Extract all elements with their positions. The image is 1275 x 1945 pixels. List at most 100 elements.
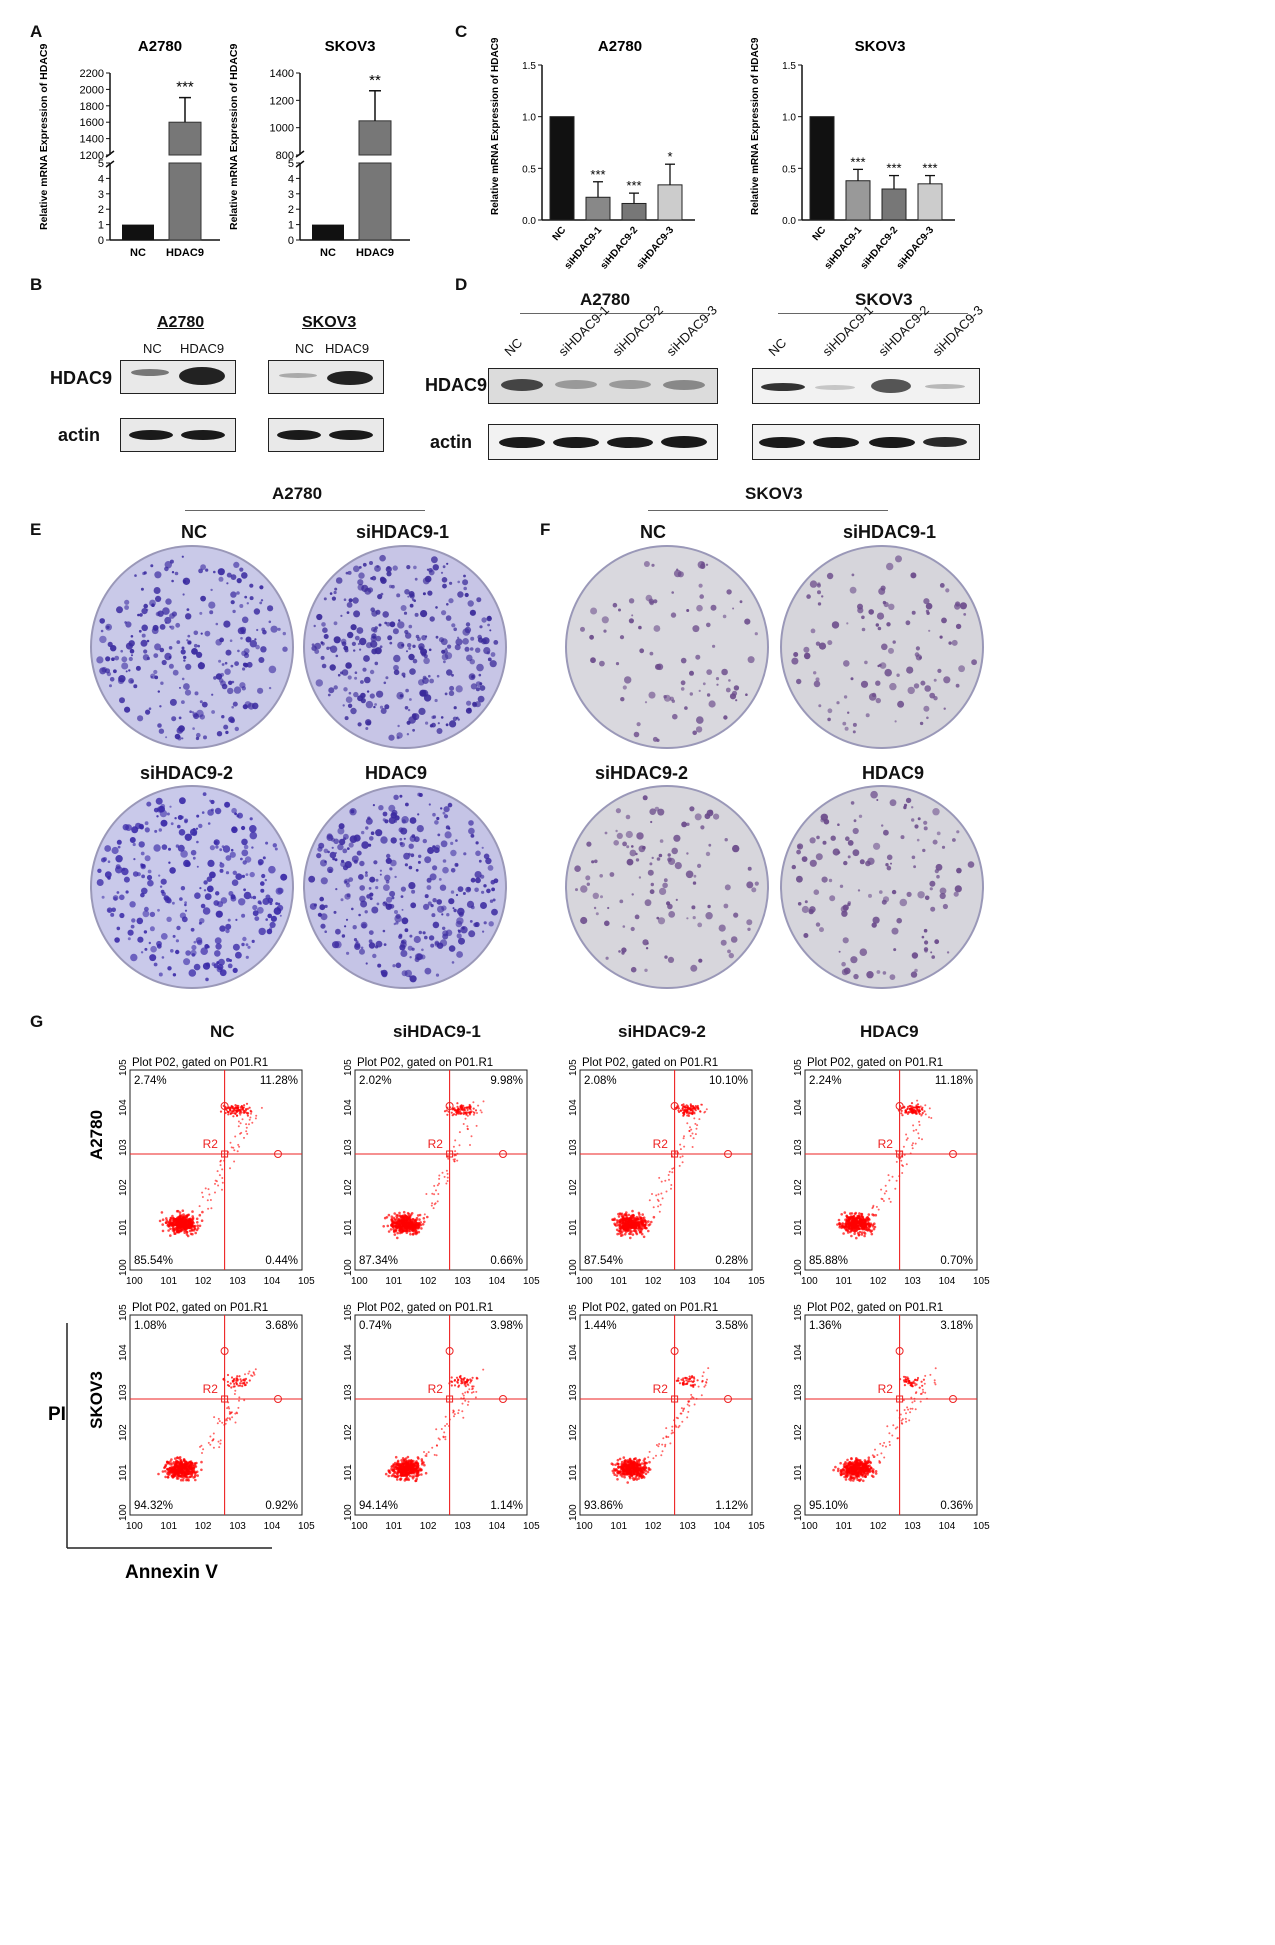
colony xyxy=(106,907,113,913)
event xyxy=(260,1106,263,1109)
colony xyxy=(329,851,337,859)
colony xyxy=(906,891,912,898)
colony xyxy=(383,884,390,891)
y-tick-label: 102 xyxy=(343,1179,354,1196)
event xyxy=(166,1462,169,1465)
colony xyxy=(155,797,163,805)
event xyxy=(190,1470,193,1473)
colony xyxy=(338,838,346,846)
event xyxy=(174,1471,177,1475)
scatter-points xyxy=(611,1103,708,1240)
colony xyxy=(446,603,449,606)
gate-handle xyxy=(896,1150,904,1158)
colony xyxy=(700,825,705,830)
colony xyxy=(229,851,236,858)
event xyxy=(238,1145,241,1148)
colony xyxy=(803,652,811,660)
colony xyxy=(185,663,192,671)
panel-letter-a: A xyxy=(30,22,43,41)
colony xyxy=(370,577,373,580)
colony xyxy=(353,565,360,573)
colony xyxy=(153,653,159,658)
event xyxy=(686,1114,689,1117)
event xyxy=(418,1223,421,1227)
colony xyxy=(259,601,263,605)
event xyxy=(856,1231,860,1235)
colony xyxy=(668,857,676,866)
colony xyxy=(939,892,946,900)
colony xyxy=(376,690,384,698)
colony xyxy=(343,878,350,885)
colony xyxy=(249,583,254,588)
colony xyxy=(630,966,637,973)
colony xyxy=(246,661,253,668)
colony xyxy=(316,613,323,621)
event xyxy=(704,1110,707,1113)
event xyxy=(900,1112,903,1115)
colony xyxy=(604,831,608,835)
event xyxy=(857,1234,861,1237)
colony xyxy=(360,900,368,908)
event xyxy=(476,1112,478,1114)
colony xyxy=(929,887,933,891)
event xyxy=(411,1476,415,1480)
band xyxy=(925,384,965,389)
colony xyxy=(350,624,357,631)
event xyxy=(431,1202,434,1205)
colony xyxy=(221,663,225,666)
colony xyxy=(136,917,144,925)
y-tick-label: 105 xyxy=(118,1304,129,1321)
event xyxy=(691,1132,694,1135)
colony xyxy=(479,685,486,691)
colony xyxy=(261,873,266,879)
colony xyxy=(815,677,820,682)
colony xyxy=(374,661,379,666)
colony xyxy=(450,841,454,846)
colony xyxy=(819,927,824,933)
colony xyxy=(471,675,475,679)
colony xyxy=(121,656,128,663)
event xyxy=(628,1225,631,1229)
colony xyxy=(254,638,257,641)
colony xyxy=(453,908,457,913)
colony xyxy=(659,839,664,843)
colony xyxy=(400,827,408,835)
colony xyxy=(457,907,465,916)
colony xyxy=(131,654,133,657)
event xyxy=(921,1108,924,1111)
colony xyxy=(870,790,878,799)
event xyxy=(231,1105,234,1108)
colony xyxy=(233,561,240,569)
colony xyxy=(255,644,260,650)
event xyxy=(191,1463,195,1467)
event xyxy=(694,1122,697,1125)
colony xyxy=(160,819,168,827)
colony xyxy=(228,716,235,723)
colony xyxy=(424,575,432,583)
event xyxy=(928,1107,931,1110)
event xyxy=(469,1144,471,1146)
colony xyxy=(642,939,649,946)
event xyxy=(228,1417,231,1420)
y-tick-label: 103 xyxy=(793,1139,804,1156)
colony xyxy=(450,890,455,894)
colony xyxy=(809,580,818,588)
event xyxy=(243,1379,245,1382)
colony xyxy=(379,554,386,562)
event xyxy=(167,1229,170,1232)
colony xyxy=(432,845,436,849)
colony xyxy=(240,626,247,633)
colony xyxy=(216,961,220,965)
colony xyxy=(262,629,267,635)
event xyxy=(651,1193,653,1195)
colony xyxy=(698,689,701,693)
colony xyxy=(911,952,919,959)
colony xyxy=(720,939,727,946)
y-tick-label: 100 xyxy=(793,1259,804,1276)
colony xyxy=(187,640,192,645)
event xyxy=(915,1112,918,1115)
colony xyxy=(698,583,703,588)
event xyxy=(848,1218,851,1221)
event xyxy=(226,1407,229,1410)
colony xyxy=(843,967,851,975)
